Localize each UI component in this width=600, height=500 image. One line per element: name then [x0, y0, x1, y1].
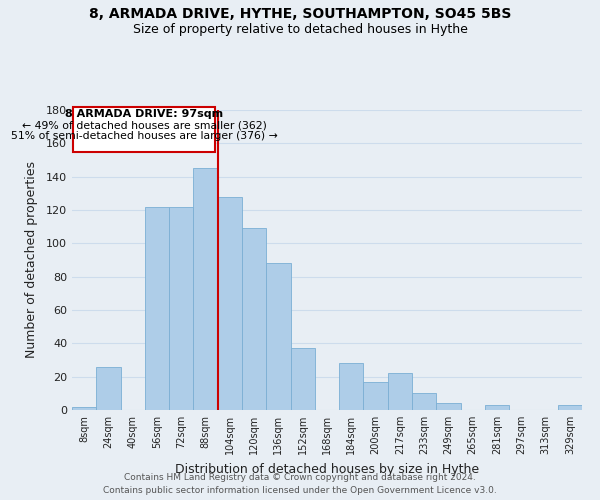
Bar	[290, 348, 315, 410]
Bar	[169, 206, 193, 410]
Bar	[436, 404, 461, 410]
Text: ← 49% of detached houses are smaller (362): ← 49% of detached houses are smaller (36…	[22, 120, 266, 130]
Bar	[364, 382, 388, 410]
Bar	[242, 228, 266, 410]
Text: Contains HM Land Registry data © Crown copyright and database right 2024.
Contai: Contains HM Land Registry data © Crown c…	[103, 473, 497, 495]
Bar	[193, 168, 218, 410]
FancyBboxPatch shape	[73, 106, 215, 152]
Bar	[266, 264, 290, 410]
Text: 8 ARMADA DRIVE: 97sqm: 8 ARMADA DRIVE: 97sqm	[65, 109, 223, 119]
Bar	[388, 374, 412, 410]
Bar	[145, 206, 169, 410]
Y-axis label: Number of detached properties: Number of detached properties	[25, 162, 38, 358]
Text: 8, ARMADA DRIVE, HYTHE, SOUTHAMPTON, SO45 5BS: 8, ARMADA DRIVE, HYTHE, SOUTHAMPTON, SO4…	[89, 8, 511, 22]
X-axis label: Distribution of detached houses by size in Hythe: Distribution of detached houses by size …	[175, 462, 479, 475]
Bar	[218, 196, 242, 410]
Bar	[96, 366, 121, 410]
Bar	[412, 394, 436, 410]
Bar	[485, 405, 509, 410]
Text: Size of property relative to detached houses in Hythe: Size of property relative to detached ho…	[133, 22, 467, 36]
Text: 51% of semi-detached houses are larger (376) →: 51% of semi-detached houses are larger (…	[11, 131, 278, 141]
Bar	[339, 364, 364, 410]
Bar	[558, 405, 582, 410]
Bar	[72, 406, 96, 410]
